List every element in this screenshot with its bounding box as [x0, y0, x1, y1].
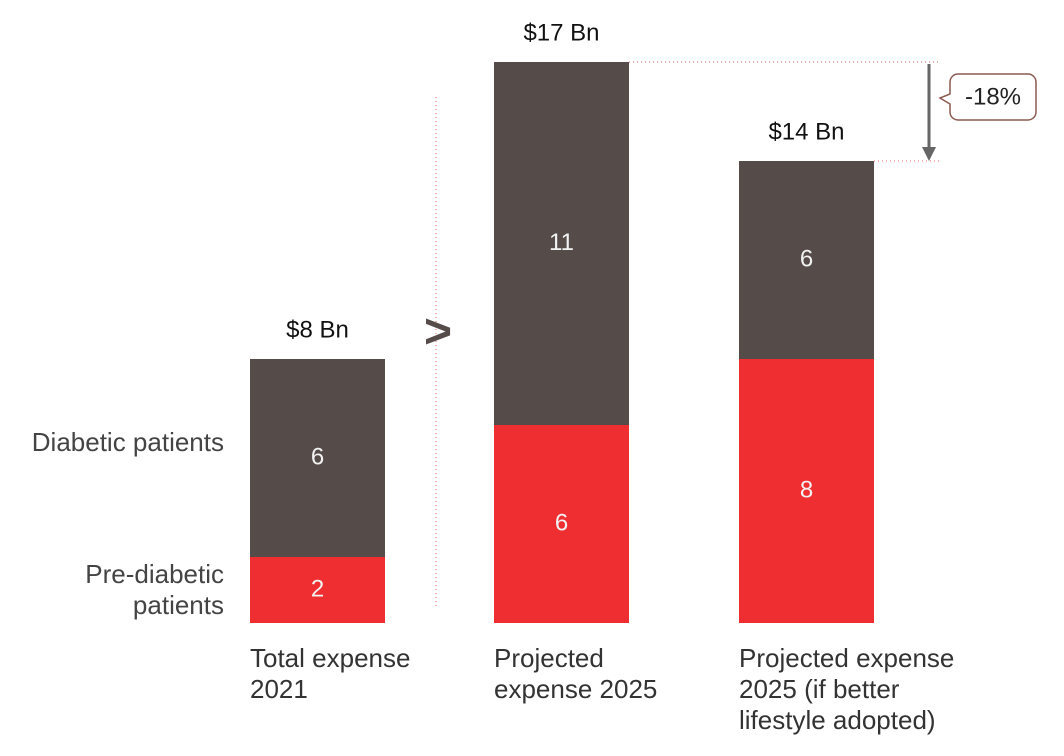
total-label: $8 Bn: [286, 316, 349, 343]
segment-label: 8: [800, 476, 813, 503]
callout: -18%: [938, 73, 1037, 121]
bar-segment: [739, 161, 874, 359]
segment-label: 6: [311, 443, 324, 470]
bar-segment: [250, 557, 385, 623]
bar-segment: [494, 62, 629, 425]
change-arrow-head: [922, 147, 936, 161]
segment-label: 6: [800, 245, 813, 272]
category-label: Total expense 2021: [250, 643, 411, 704]
comparison-symbol: >: [424, 306, 452, 359]
bar-segment: [250, 359, 385, 557]
callout-box: [938, 73, 1037, 121]
legend-label: Diabetic patients: [31, 427, 224, 457]
segment-label: 6: [555, 509, 568, 536]
legend-label: Pre-diabetic patients: [85, 559, 224, 620]
bar-segment: [739, 359, 874, 623]
segment-label: 11: [549, 229, 574, 256]
bar-segment: [494, 425, 629, 623]
category-label: Projected expense 2025 (if better lifest…: [739, 643, 955, 735]
callout-text: -18%: [965, 83, 1021, 110]
total-label: $17 Bn: [523, 19, 599, 46]
category-label: Projected expense 2025: [494, 643, 658, 704]
segment-label: 2: [311, 575, 324, 602]
total-label: $14 Bn: [768, 118, 844, 145]
